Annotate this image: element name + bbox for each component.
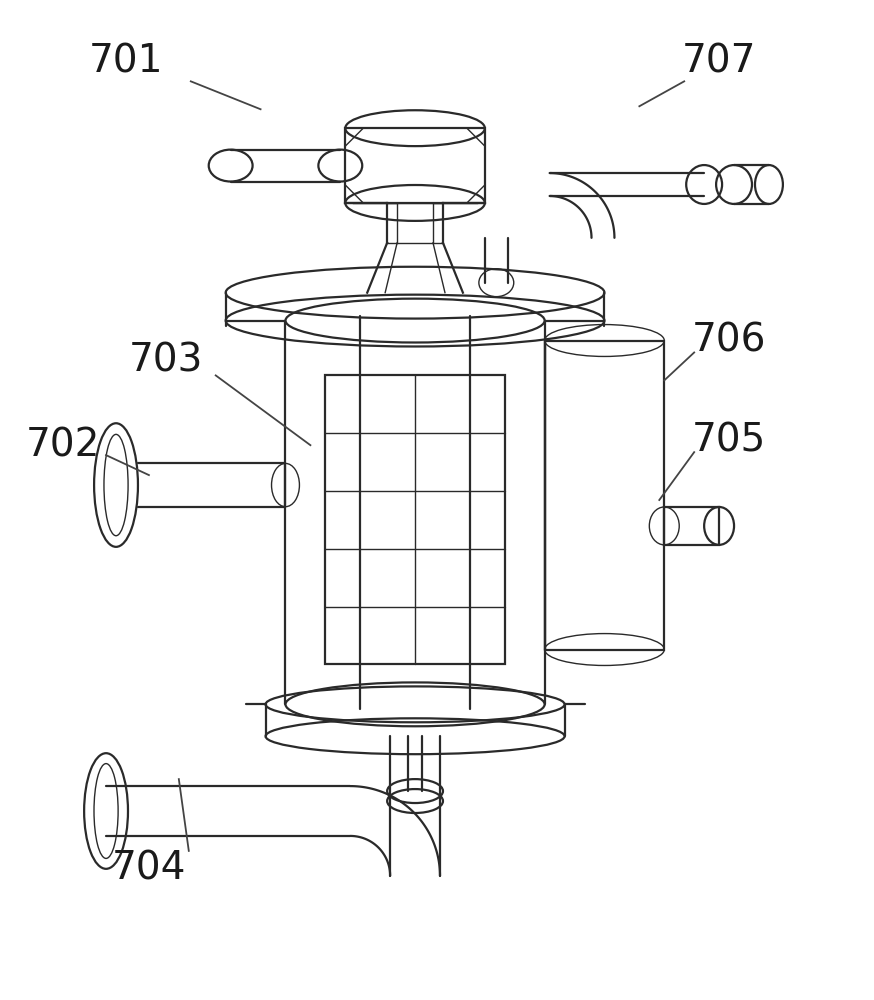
Text: 701: 701: [89, 42, 163, 80]
Bar: [545, 341, 664, 650]
Text: 706: 706: [692, 322, 766, 360]
Bar: [325, 375, 505, 664]
Text: 707: 707: [682, 42, 756, 80]
Bar: [345, 128, 485, 203]
Text: 704: 704: [112, 850, 186, 888]
Text: 702: 702: [26, 426, 101, 464]
Text: 705: 705: [692, 421, 766, 459]
Text: 703: 703: [128, 341, 203, 379]
Bar: [664, 507, 719, 545]
